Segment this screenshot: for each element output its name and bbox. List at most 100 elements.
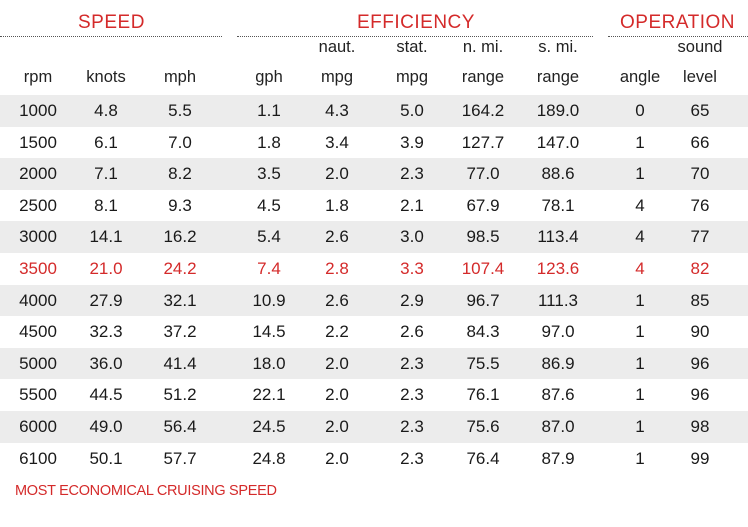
column-header: knots bbox=[86, 68, 126, 86]
table-cell: 3.0 bbox=[400, 227, 424, 247]
efficiency-divider bbox=[237, 36, 593, 37]
column-header: mpg bbox=[320, 68, 354, 86]
table-cell: 88.6 bbox=[541, 164, 575, 184]
table-cell: 87.6 bbox=[541, 385, 575, 405]
table-cell: 24.2 bbox=[163, 258, 197, 278]
table-row: 2000 7.1 8.2 3.5 2.0 2.3 77.0 88.6 1 70 bbox=[0, 158, 748, 190]
performance-table-body: 1000 4.8 5.5 1.1 4.3 5.0 164.2 189.0 0 65 1500 6.1 7… bbox=[0, 95, 748, 474]
column-header: level bbox=[683, 68, 717, 86]
column-header: n. mi. bbox=[462, 38, 504, 56]
table-cell: 51.2 bbox=[163, 385, 197, 405]
table-row: 6100 50.1 57.7 24.8 2.0 2.3 76.4 87.9 1 99 bbox=[0, 443, 748, 475]
table-cell: 4000 bbox=[19, 290, 57, 310]
efficiency-group-title: EFFICIENCY bbox=[357, 12, 475, 33]
table-cell: 2.0 bbox=[325, 416, 349, 436]
table-cell: 107.4 bbox=[461, 258, 505, 278]
table-cell: 21.0 bbox=[89, 258, 123, 278]
table-cell: 41.4 bbox=[163, 353, 197, 373]
table-cell: 76.4 bbox=[466, 448, 500, 468]
table-cell: 86.9 bbox=[541, 353, 575, 373]
table-cell: 36.0 bbox=[89, 353, 123, 373]
table-cell: 3.3 bbox=[400, 258, 424, 278]
table-cell: 1000 bbox=[19, 101, 57, 120]
operation-divider bbox=[608, 36, 748, 37]
table-cell: 78.1 bbox=[541, 195, 575, 215]
column-header: gph bbox=[255, 68, 283, 86]
table-cell: 1 bbox=[635, 290, 645, 310]
table-cell: 84.3 bbox=[466, 322, 500, 342]
table-cell: 7.1 bbox=[94, 164, 118, 184]
table-cell: 2.3 bbox=[400, 164, 424, 184]
table-row: 5000 36.0 41.4 18.0 2.0 2.3 75.5 86.9 1 96 bbox=[0, 347, 748, 380]
table-cell: 1 bbox=[635, 164, 645, 184]
table-cell: 1.1 bbox=[257, 101, 281, 120]
table-cell: 8.2 bbox=[168, 164, 192, 184]
table-cell: 10.9 bbox=[252, 290, 286, 310]
column-header: range bbox=[461, 68, 505, 86]
table-cell: 0 bbox=[635, 101, 645, 120]
table-cell: 2500 bbox=[19, 195, 57, 215]
table-cell: 37.2 bbox=[163, 322, 197, 342]
table-cell: 9.3 bbox=[168, 195, 192, 215]
table-cell: 4500 bbox=[19, 322, 57, 342]
table-cell: 5.0 bbox=[400, 101, 424, 120]
table-cell: 18.0 bbox=[252, 353, 286, 373]
table-cell: 5500 bbox=[19, 385, 57, 405]
table-cell: 2.1 bbox=[400, 195, 424, 215]
table-cell: 85 bbox=[690, 290, 710, 310]
table-cell: 2.9 bbox=[400, 290, 424, 310]
table-cell: 96 bbox=[690, 353, 710, 373]
table-cell: 32.3 bbox=[89, 322, 123, 342]
table-cell: 56.4 bbox=[163, 416, 197, 436]
table-cell: 3.4 bbox=[325, 132, 349, 152]
table-cell: 2.0 bbox=[325, 353, 349, 373]
table-cell: 4.8 bbox=[94, 101, 118, 120]
table-cell: 1.8 bbox=[325, 195, 349, 215]
table-row: 5500 44.5 51.2 22.1 2.0 2.3 76.1 87.6 1 96 bbox=[0, 379, 748, 411]
table-cell: 164.2 bbox=[461, 101, 505, 120]
table-row: 4500 32.3 37.2 14.5 2.2 2.6 84.3 97.0 1 90 bbox=[0, 316, 748, 348]
table-cell: 2.3 bbox=[400, 416, 424, 436]
table-cell: 8.1 bbox=[94, 195, 118, 215]
table-cell: 4.3 bbox=[325, 101, 349, 120]
table-row: 1000 4.8 5.5 1.1 4.3 5.0 164.2 189.0 0 65 bbox=[0, 95, 748, 127]
table-cell: 75.5 bbox=[466, 353, 500, 373]
column-header: mpg bbox=[395, 68, 429, 86]
column-header: angle bbox=[619, 68, 661, 86]
table-cell: 44.5 bbox=[89, 385, 123, 405]
table-cell: 1 bbox=[635, 385, 645, 405]
table-cell: 3.5 bbox=[257, 164, 281, 184]
column-header: s. mi. bbox=[538, 38, 578, 56]
table-cell: 14.5 bbox=[252, 322, 286, 342]
table-cell: 1 bbox=[635, 448, 645, 468]
speed-group-title: SPEED bbox=[78, 12, 145, 33]
table-cell: 96 bbox=[690, 385, 710, 405]
table-cell: 111.3 bbox=[537, 290, 579, 310]
table-cell: 1.8 bbox=[257, 132, 281, 152]
table-cell: 22.1 bbox=[252, 385, 286, 405]
table-cell: 4.5 bbox=[257, 195, 281, 215]
table-cell: 3000 bbox=[19, 227, 57, 247]
table-cell: 2.6 bbox=[325, 227, 349, 247]
table-cell: 99 bbox=[690, 448, 710, 468]
table-cell: 6.1 bbox=[94, 132, 118, 152]
table-row: 3000 14.1 16.2 5.4 2.6 3.0 98.5 113.4 4 77 bbox=[0, 221, 748, 253]
table-cell: 1 bbox=[635, 353, 645, 373]
table-cell: 5.4 bbox=[257, 227, 281, 247]
speed-divider bbox=[0, 36, 222, 37]
table-cell: 4 bbox=[635, 195, 645, 215]
table-cell: 49.0 bbox=[89, 416, 123, 436]
table-cell: 24.8 bbox=[252, 448, 286, 468]
table-cell: 2.0 bbox=[325, 164, 349, 184]
table-cell: 77 bbox=[690, 227, 710, 247]
table-cell: 2.0 bbox=[325, 448, 349, 468]
table-cell: 6100 bbox=[19, 448, 57, 468]
table-cell: 113.4 bbox=[537, 227, 579, 247]
table-cell: 147.0 bbox=[536, 132, 580, 152]
table-cell: 32.1 bbox=[163, 290, 197, 310]
table-cell: 57.7 bbox=[163, 448, 197, 468]
table-cell: 3500 bbox=[19, 258, 57, 278]
table-cell: 7.0 bbox=[168, 132, 192, 152]
table-row: 3500 21.0 24.2 7.4 2.8 3.3 107.4 123.6 4 82 bbox=[0, 253, 748, 285]
table-cell: 5000 bbox=[19, 353, 57, 373]
